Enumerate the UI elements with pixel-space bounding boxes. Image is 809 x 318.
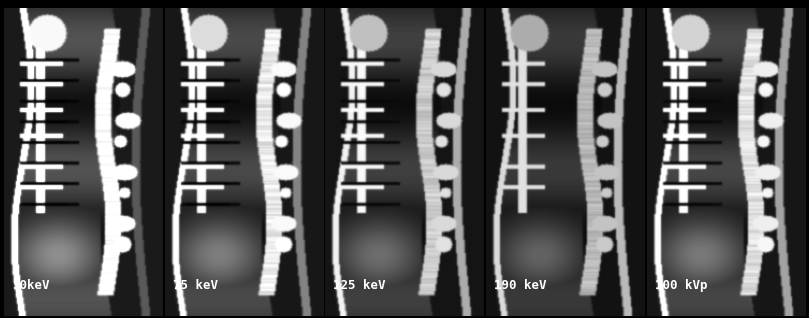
Text: 75 keV: 75 keV [172, 279, 218, 292]
Text: 100 kVp: 100 kVp [654, 279, 707, 292]
Text: 125 keV: 125 keV [333, 279, 386, 292]
Text: 50keV: 50keV [12, 279, 49, 292]
Text: 190 keV: 190 keV [494, 279, 546, 292]
